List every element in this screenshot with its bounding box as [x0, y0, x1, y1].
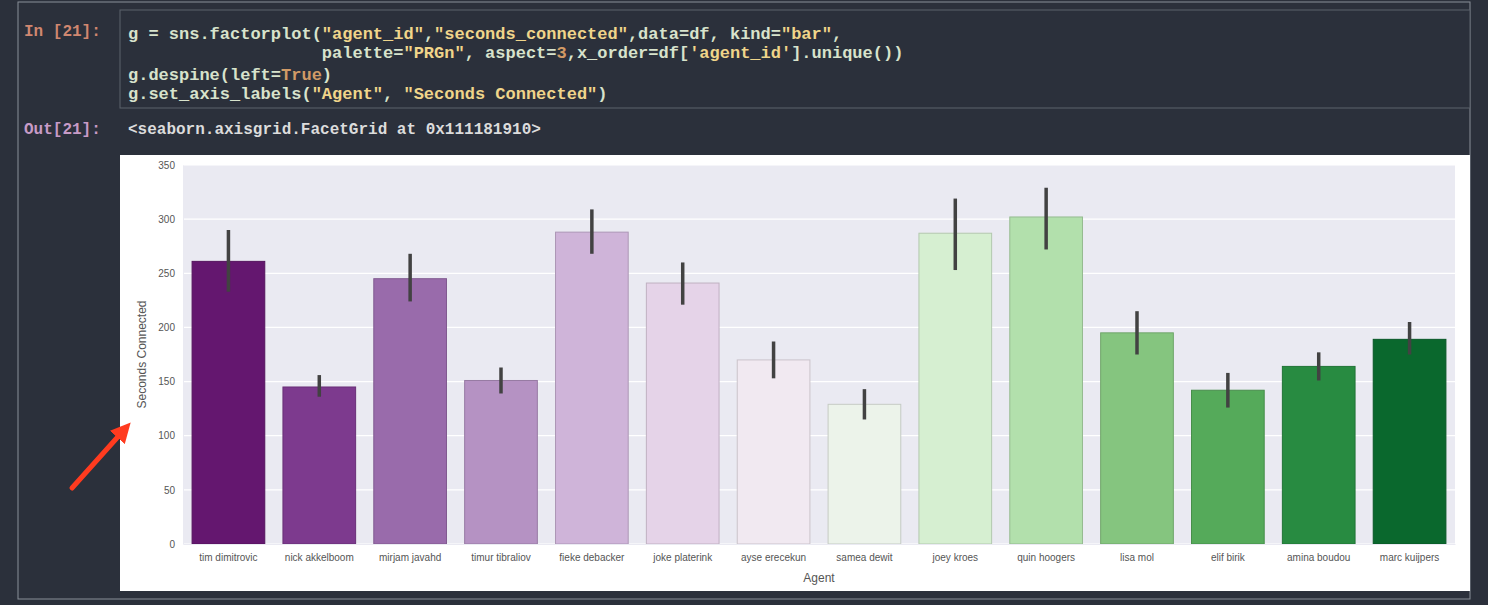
output-text: <seaborn.axisgrid.FacetGrid at 0x1111819… — [128, 121, 541, 139]
x-tick: lisa mol — [1120, 552, 1154, 563]
x-tick-label: samea dewit — [836, 552, 892, 563]
bar — [192, 261, 265, 544]
bar — [1373, 339, 1446, 544]
x-tick-label: fieke debacker — [559, 552, 625, 563]
x-tick-label: marc kuijpers — [1380, 552, 1439, 563]
y-axis: 0 50 100 150 200 250 300 350 — [158, 160, 183, 550]
x-tick: nick akkelboom — [285, 552, 354, 563]
grid — [183, 165, 1455, 544]
bar — [828, 404, 901, 544]
y-tick-label: 250 — [158, 268, 175, 279]
x-tick-label: timur tibraliov — [471, 552, 530, 563]
bar — [465, 380, 538, 544]
x-tick: timur tibraliov — [471, 552, 530, 563]
y-tick-label: 100 — [158, 430, 175, 441]
x-axis: tim dimitrovic nick akkelboom mirjam javah… — [184, 545, 1456, 564]
grid-line — [183, 164, 1455, 165]
error-bar — [1317, 352, 1321, 380]
bar — [556, 232, 629, 544]
y-tick: 300 — [158, 214, 183, 225]
x-tick: quin hoogers — [1017, 552, 1075, 563]
bar — [1282, 366, 1355, 544]
y-tick-label: 0 — [169, 539, 175, 550]
code-line: g = sns.factorplot("agent_id","seconds_c… — [128, 25, 842, 44]
x-tick: amina boudou — [1287, 552, 1350, 563]
x-tick-label: joke platerink — [652, 552, 713, 563]
bar — [283, 387, 356, 544]
x-axis-line — [184, 544, 1456, 545]
bar — [919, 233, 992, 544]
y-tick: 200 — [158, 322, 183, 333]
y-tick-label: 200 — [158, 322, 175, 333]
error-bar — [590, 209, 594, 253]
x-tick: elif birik — [1211, 552, 1246, 563]
code-line: g.despine(left=True) — [128, 66, 332, 85]
x-tick: samea dewit — [836, 552, 892, 563]
x-tick: fieke debacker — [559, 552, 625, 563]
y-tick: 50 — [164, 485, 183, 496]
y-tick-label: 50 — [164, 485, 176, 496]
error-bar — [1226, 373, 1230, 408]
bar — [1101, 333, 1174, 544]
x-tick-label: amina boudou — [1287, 552, 1350, 563]
error-bar — [863, 389, 867, 419]
y-tick-label: 350 — [158, 160, 175, 171]
x-tick: joey kroes — [931, 552, 978, 563]
y-tick-label: 300 — [158, 214, 175, 225]
x-tick: marc kuijpers — [1380, 552, 1439, 563]
figure-background — [120, 155, 1470, 591]
x-tick-label: joey kroes — [931, 552, 978, 563]
bar — [374, 279, 447, 544]
bar — [646, 283, 719, 544]
y-tick: 250 — [158, 268, 183, 279]
y-tick: 150 — [158, 376, 183, 387]
code-input-box[interactable] — [120, 10, 1470, 108]
x-tick-label: elif birik — [1211, 552, 1246, 563]
x-tick-label: lisa mol — [1120, 552, 1154, 563]
x-tick-label: tim dimitrovic — [199, 552, 257, 563]
code-line: g.set_axis_labels("Agent", "Seconds Conn… — [128, 85, 608, 104]
x-tick-label: quin hoogers — [1017, 552, 1075, 563]
bars — [192, 188, 1446, 544]
x-tick-label: ayse erecekun — [741, 552, 806, 563]
error-bar — [1408, 322, 1412, 354]
error-bar — [772, 342, 776, 379]
cell-frame — [18, 2, 1470, 599]
error-bar — [1044, 188, 1048, 250]
x-tick: mirjam javahd — [379, 552, 441, 563]
code-line: palette="PRGn", aspect=3,x_order=df['age… — [128, 44, 903, 63]
output-prompt: Out[21]: — [24, 121, 101, 139]
bar — [737, 360, 810, 544]
plot-background — [183, 165, 1455, 544]
x-tick: ayse erecekun — [741, 552, 806, 563]
error-bar — [954, 199, 958, 270]
bar — [1010, 217, 1083, 544]
grid-line — [183, 219, 1455, 220]
error-bar — [499, 367, 503, 393]
grid-line — [183, 273, 1455, 274]
y-axis-line — [183, 166, 184, 545]
error-bar — [408, 254, 412, 302]
x-tick-label: nick akkelboom — [285, 552, 354, 563]
y-tick: 0 — [169, 539, 183, 550]
error-bar — [318, 375, 322, 397]
error-bar — [227, 230, 231, 292]
y-tick: 350 — [158, 160, 183, 171]
x-tick-label: mirjam javahd — [379, 552, 441, 563]
x-tick: joke platerink — [652, 552, 713, 563]
error-bar — [681, 262, 685, 304]
bar — [1192, 390, 1265, 544]
x-tick: tim dimitrovic — [199, 552, 257, 563]
y-axis-title: Seconds Connected — [135, 300, 149, 408]
annotation-arrow — [72, 430, 124, 488]
page: In [21]: g = sns.factorplot("agent_id","s… — [0, 0, 1488, 605]
input-prompt: In [21]: — [24, 23, 101, 41]
y-tick-label: 150 — [158, 376, 175, 387]
error-bar — [1135, 311, 1139, 354]
y-tick: 100 — [158, 430, 183, 441]
x-axis-title: Agent — [803, 571, 835, 585]
